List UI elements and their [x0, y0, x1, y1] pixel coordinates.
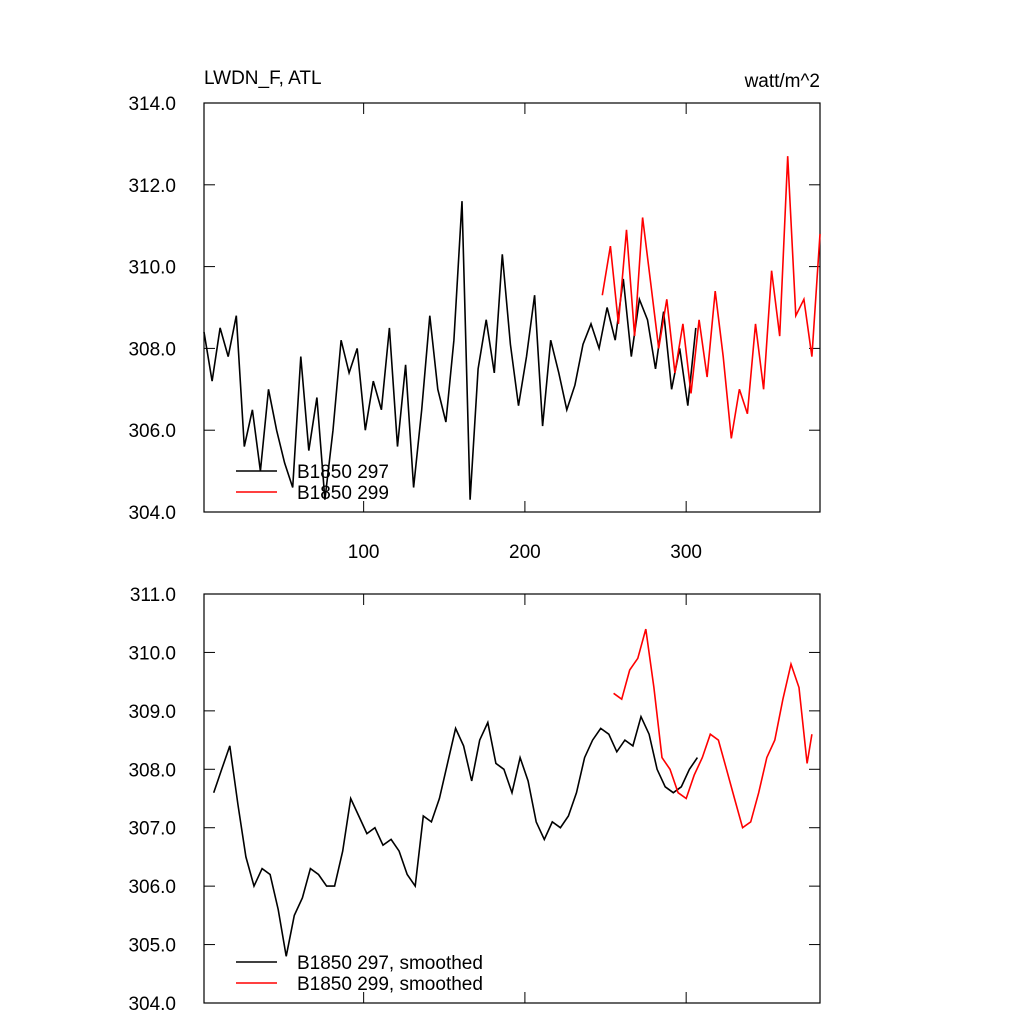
- y-tick-label: 312.0: [128, 176, 176, 197]
- y-tick-label: 304.0: [128, 994, 176, 1015]
- y-tick-label: 308.0: [128, 339, 176, 360]
- y-tick-label: 309.0: [128, 702, 176, 723]
- x-tick-label: 300: [670, 542, 702, 563]
- y-tick-label: 306.0: [128, 877, 176, 898]
- plot-frame: [203, 102, 821, 513]
- series-line: [203, 201, 697, 500]
- y-tick-label: 304.0: [128, 503, 176, 524]
- legend-label: B1850 299, smoothed: [297, 974, 483, 995]
- y-tick-label: 311.0: [130, 585, 176, 606]
- x-tick-label: 200: [509, 542, 541, 563]
- legend-label: B1850 297, smoothed: [297, 953, 483, 974]
- y-tick-label: 310.0: [128, 258, 176, 279]
- series-line: [212, 714, 699, 957]
- legend-label: B1850 299: [297, 483, 389, 504]
- series-line: [601, 156, 821, 439]
- y-tick-label: 305.0: [128, 936, 176, 957]
- y-tick-label: 306.0: [128, 421, 176, 442]
- y-tick-label: 307.0: [128, 819, 176, 840]
- legend-label: B1850 297: [297, 462, 389, 483]
- y-tick-label: 310.0: [128, 643, 176, 664]
- units-label: watt/m^2: [744, 71, 820, 92]
- y-tick-label: 314.0: [128, 94, 176, 115]
- x-tick-label: 100: [348, 542, 380, 563]
- y-tick-label: 308.0: [128, 760, 176, 781]
- series-line: [613, 628, 813, 830]
- plot-frame: [203, 593, 821, 1004]
- chart-title: LWDN_F, ATL: [204, 68, 322, 89]
